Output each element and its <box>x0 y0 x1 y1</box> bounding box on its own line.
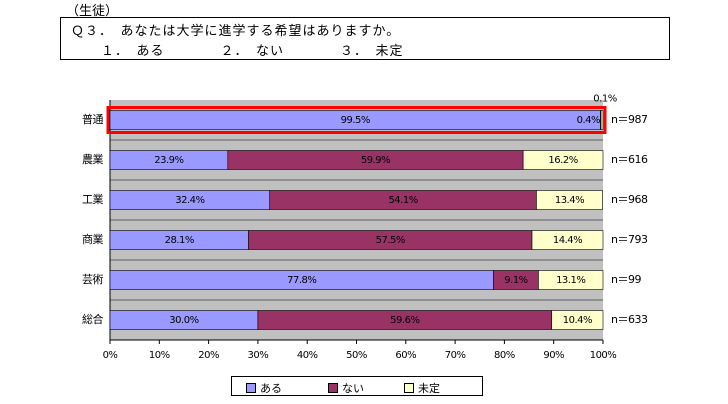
category-label: 商業 <box>82 232 103 246</box>
data-label: 14.4% <box>553 235 582 246</box>
data-label: 23.9% <box>154 155 183 166</box>
data-label: 54.1% <box>388 195 417 206</box>
category-label: 工業 <box>82 193 103 206</box>
bar-segment <box>538 270 604 290</box>
bar-segment <box>531 230 604 250</box>
legend-swatch-nai <box>328 383 338 393</box>
legend-label-aru: ある <box>260 382 282 395</box>
highlight-frame <box>106 106 607 134</box>
x-tick-label: 10% <box>149 350 170 361</box>
x-tick-label: 70% <box>445 350 466 361</box>
data-label: 13.4% <box>555 195 584 206</box>
question-box: Ｑ３． あなたは大学に進学する希望はありますか。 １． ある ２． ない ３． … <box>60 17 670 60</box>
data-label: 77.8% <box>287 275 316 286</box>
x-tick-label: 50% <box>346 350 367 361</box>
legend-label-mitei: 未定 <box>418 382 440 395</box>
category-label: 芸術 <box>82 273 103 286</box>
x-tick-label: 80% <box>494 350 515 361</box>
legend-item-nai: ない <box>328 380 364 396</box>
data-label: 28.1% <box>165 235 194 246</box>
category-label: 総合 <box>82 312 103 326</box>
x-tick-label: 0% <box>103 350 118 361</box>
bar-segment <box>522 150 604 170</box>
data-label: 9.1% <box>504 275 527 286</box>
respondent-group-label: （生徒） <box>66 4 119 19</box>
data-label: 59.9% <box>361 155 390 166</box>
data-label: 57.5% <box>376 235 405 246</box>
data-label: 99.5% <box>341 115 370 126</box>
n-label: n＝616 <box>611 153 648 166</box>
bar-segment <box>551 310 604 330</box>
n-label: n＝987 <box>611 113 648 126</box>
n-label: n＝793 <box>611 233 648 246</box>
legend-label-nai: ない <box>342 382 364 395</box>
x-tick-label: 20% <box>198 350 219 361</box>
category-label: 普通 <box>82 112 103 126</box>
question-options: １． ある ２． ない ３． 未定 <box>101 44 404 59</box>
legend-swatch-mitei <box>404 383 414 393</box>
n-label: n＝968 <box>611 193 648 206</box>
x-tick-label: 30% <box>248 350 269 361</box>
x-tick-label: 90% <box>543 350 564 361</box>
legend-swatch-aru <box>246 383 256 393</box>
category-label: 農業 <box>82 152 103 166</box>
bar-segment <box>600 110 604 130</box>
legend-item-mitei: 未定 <box>404 380 440 396</box>
data-label: 30.0% <box>169 315 198 326</box>
data-label: 16.2% <box>548 155 577 166</box>
question-text: Ｑ３． あなたは大学に進学する希望はありますか。 <box>71 24 401 39</box>
data-label: 13.1% <box>556 275 585 286</box>
chart-legend: ある ない 未定 <box>231 376 483 396</box>
data-label: 0.1% <box>593 94 616 105</box>
data-label: 0.4% <box>577 115 600 126</box>
n-label: n＝633 <box>611 313 648 326</box>
bar-segment <box>536 190 603 210</box>
x-tick-label: 60% <box>395 350 416 361</box>
data-label: 10.4% <box>563 315 592 326</box>
data-label: 32.4% <box>175 195 204 206</box>
data-label: 59.6% <box>390 315 419 326</box>
x-tick-label: 100% <box>590 350 617 361</box>
legend-item-aru: ある <box>246 380 282 396</box>
x-tick-label: 40% <box>297 350 318 361</box>
n-label: n＝99 <box>611 273 641 286</box>
